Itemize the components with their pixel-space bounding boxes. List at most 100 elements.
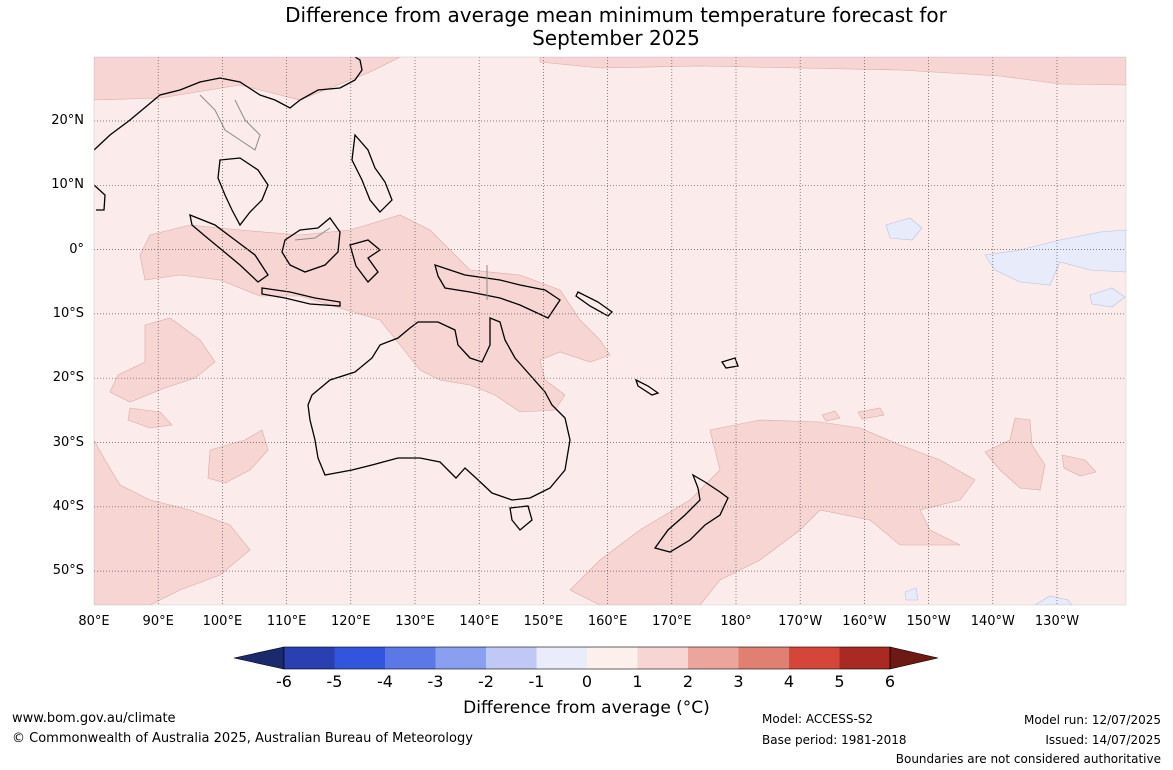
longitude-label: 150°W [906, 614, 951, 629]
latitude-label: 30°S [52, 434, 84, 450]
coastline-tasmania [509, 505, 533, 531]
model-text: Model: ACCESS-S2 [762, 712, 874, 726]
anomaly-region-negative-2 [984, 229, 1126, 286]
colorbar-border [283, 646, 891, 670]
anomaly-region-south-pacific [569, 419, 976, 605]
anomaly-region-maritime [139, 214, 611, 413]
colorbar-extend-high [889, 646, 939, 670]
colorbar-segment [637, 647, 689, 669]
anomaly-region-west-aus [207, 429, 269, 484]
anomaly-region-indian-ocean-2 [127, 407, 173, 429]
longitude-label: 140°W [970, 614, 1015, 629]
colorbar-tick-label: 3 [733, 672, 744, 691]
latitude-label: 50°S [52, 563, 84, 579]
latitude-label: 40°S [52, 498, 84, 514]
coastline-new-caledonia [634, 378, 660, 396]
colorbar-extend-low [233, 646, 285, 670]
colorbar-tick-label: -4 [377, 672, 393, 691]
coastline-solomons [575, 291, 614, 317]
title-line-2: September 2025 [532, 26, 700, 50]
map-title: Difference from average mean minimum tem… [0, 4, 1173, 50]
coastline-sumatra [189, 213, 269, 283]
issued-text: Issued: 14/07/2025 [1045, 733, 1161, 747]
longitude-label: 100°E [202, 614, 243, 629]
coastline-philippines [351, 133, 393, 213]
model-run-text: Model run: 12/07/2025 [1023, 713, 1161, 727]
longitude-label: 170°E [652, 614, 692, 629]
map-border [93, 56, 1127, 606]
longitude-label: 80°E [78, 614, 110, 629]
graticule [94, 57, 1126, 605]
colorbar-label: Difference from average (°C) [463, 698, 710, 718]
longitude-label: 130°W [1034, 614, 1080, 629]
colorbar-tick-label: 4 [783, 672, 795, 691]
colorbar-segment [738, 647, 790, 669]
latitude-label: 10°N [51, 177, 84, 193]
anomaly-region-east-pacific-2 [1061, 454, 1097, 477]
map-frame [93, 56, 1127, 606]
colorbar-tick-label: -2 [478, 672, 494, 691]
colorbar-segment [486, 647, 537, 669]
colorbar-tick-label: -5 [326, 672, 343, 691]
website-link[interactable]: www.bom.gov.au/climate [12, 711, 176, 726]
boundary-indochina [199, 94, 261, 151]
colorbar-tick-label: 2 [682, 672, 694, 691]
map-background [94, 57, 1126, 605]
copyright-text: © Commonwealth of Australia 2025, Austra… [12, 731, 473, 746]
coastline-new-zealand [653, 473, 729, 553]
latitude-label: 0° [69, 241, 84, 257]
disclaimer-text: Boundaries are not considered authoritat… [895, 752, 1161, 766]
colorbar-segment [435, 647, 487, 669]
latitude-label: 20°S [52, 370, 84, 386]
colorbar-segment [385, 647, 436, 669]
longitude-label: 120°E [331, 614, 371, 629]
coastline-fiji [720, 357, 739, 369]
coastline-borneo [281, 217, 341, 273]
anomaly-region-indian-ocean [109, 317, 216, 403]
anomaly-region-east-pacific [984, 417, 1046, 491]
longitude-label: 160°E [587, 614, 628, 629]
colorbar-tick-label: -6 [276, 672, 292, 691]
coastline-java [261, 287, 341, 307]
colorbar-segment [688, 647, 739, 669]
anomaly-region-negative-4 [904, 587, 1073, 605]
coastline-asia-mainland [94, 57, 363, 211]
longitude-label: 160°W [842, 614, 887, 629]
latitude-label: 20°N [51, 113, 84, 128]
colorbar-segment [839, 647, 891, 669]
colorbar-segment [789, 647, 840, 669]
anomaly-region-tasman [821, 407, 885, 422]
anomaly-region-southern-ocean [94, 439, 251, 605]
anomaly-region-negative-3 [1089, 287, 1126, 308]
longitude-label: 140°E [459, 614, 499, 629]
anomaly-shading [94, 57, 1126, 605]
longitude-label: 170°W [778, 614, 823, 629]
base-period-text: Base period: 1981-2018 [762, 733, 907, 747]
colorbar-segment [334, 647, 386, 669]
country-boundaries [199, 94, 488, 300]
longitude-label: 90°E [142, 614, 174, 629]
colorbar-tick-label: 6 [884, 672, 896, 691]
latitude-label: 10°S [52, 305, 84, 321]
longitude-label: 180° [720, 614, 752, 629]
colorbar-tick-label: 0 [581, 672, 593, 691]
colorbar-segment [587, 647, 638, 669]
colorbar-segment [536, 647, 588, 669]
longitude-label: 150°E [523, 614, 564, 629]
colorbar-tick-label: -1 [528, 672, 545, 691]
longitude-label: 110°E [266, 614, 307, 629]
colorbar-tick-label: 1 [632, 672, 643, 691]
colorbar [233, 646, 939, 670]
anomaly-region-north-pacific [539, 57, 1126, 86]
colorbar-segment [284, 647, 335, 669]
boundary-borneo [294, 227, 331, 241]
colorbar-tick-label: 5 [834, 672, 845, 691]
coastline-australia [307, 317, 571, 501]
longitude-label: 130°E [395, 614, 435, 629]
coastline-new-guinea [434, 263, 561, 319]
anomaly-region-negative-1 [885, 217, 923, 241]
coastline-sulawesi [349, 239, 382, 283]
colorbar-tick-label: -3 [427, 672, 444, 691]
title-line-1: Difference from average mean minimum tem… [285, 3, 947, 27]
